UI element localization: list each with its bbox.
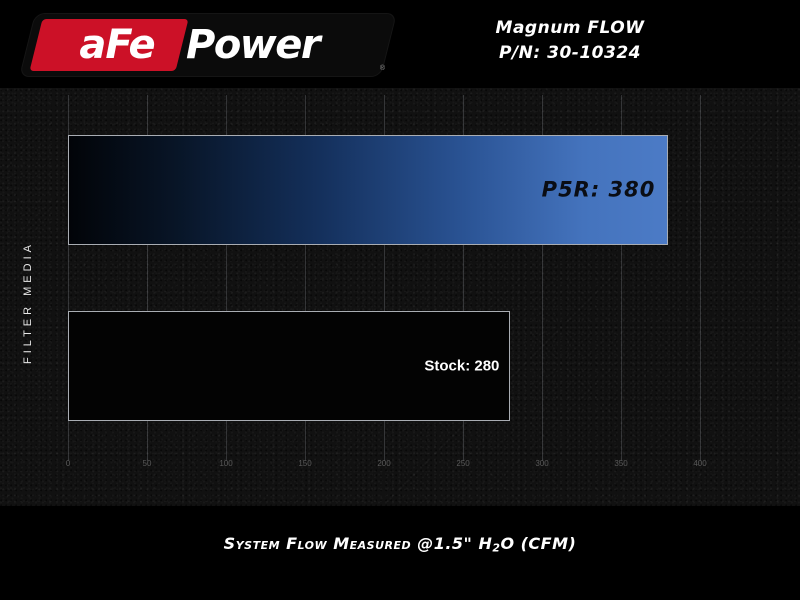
x-tick-label-200: 200 bbox=[377, 459, 391, 468]
product-line-title: Magnum FLOW bbox=[495, 18, 645, 38]
logo-power-text: Power bbox=[186, 22, 321, 68]
x-tick-label-0: 0 bbox=[65, 459, 71, 468]
header-bar: aFe Power ® Magnum FLOW P/N: 30-10324 bbox=[0, 0, 800, 88]
x-axis-caption: System Flow Measured @1.5" H2O (CFM) bbox=[0, 534, 800, 555]
x-tick-label-100: 100 bbox=[219, 459, 233, 468]
x-axis-caption-post: O (CFM) bbox=[500, 534, 577, 553]
footer-bar: System Flow Measured @1.5" H2O (CFM) bbox=[0, 506, 800, 600]
x-tick-label-250: 250 bbox=[456, 459, 470, 468]
bar-stock: Stock: 280 bbox=[68, 311, 511, 421]
bar-label-stock: Stock: 280 bbox=[424, 357, 500, 375]
gridline-300 bbox=[542, 95, 543, 461]
gridline-350 bbox=[621, 95, 622, 461]
x-tick-label-150: 150 bbox=[298, 459, 312, 468]
bar-label-p5r: P5R: 380 bbox=[541, 177, 656, 202]
product-info-block: Magnum FLOW P/N: 30-10324 bbox=[430, 16, 710, 66]
x-tick-label-400: 400 bbox=[693, 459, 707, 468]
gridline-50 bbox=[147, 95, 148, 461]
gridline-200 bbox=[384, 95, 385, 461]
registered-trademark-icon: ® bbox=[379, 65, 385, 72]
gridline-0 bbox=[68, 95, 69, 461]
bar-p5r: P5R: 380 bbox=[68, 135, 669, 245]
chart-plot-area: FILTER MEDIA P5R: 380 Stock: 280 0 50 100 1… bbox=[0, 88, 800, 506]
logo-afe-text: aFe bbox=[79, 22, 155, 68]
gridline-150 bbox=[305, 95, 306, 461]
gridline-250 bbox=[463, 95, 464, 461]
x-tick-label-350: 350 bbox=[614, 459, 628, 468]
x-tick-label-50: 50 bbox=[142, 459, 152, 468]
part-number-label: P/N: 30-10324 bbox=[499, 43, 641, 63]
y-axis-title: FILTER MEDIA bbox=[22, 241, 34, 365]
gridline-100 bbox=[226, 95, 227, 461]
gridline-400 bbox=[700, 95, 701, 461]
x-tick-label-300: 300 bbox=[535, 459, 549, 468]
x-axis-caption-subscript: 2 bbox=[492, 541, 501, 555]
x-axis-caption-pre: System Flow Measured @1.5" H bbox=[223, 534, 493, 553]
afe-power-logo: aFe Power ® bbox=[20, 14, 396, 76]
